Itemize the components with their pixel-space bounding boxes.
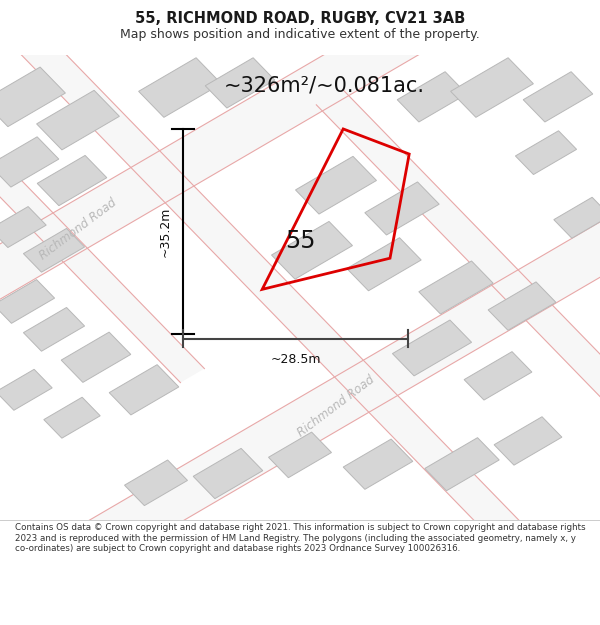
Polygon shape — [23, 228, 85, 272]
Polygon shape — [425, 438, 499, 491]
Text: Contains OS data © Crown copyright and database right 2021. This information is : Contains OS data © Crown copyright and d… — [15, 523, 586, 553]
Polygon shape — [488, 282, 556, 330]
Polygon shape — [0, 71, 205, 382]
Polygon shape — [205, 58, 275, 108]
Polygon shape — [296, 156, 376, 214]
Polygon shape — [0, 369, 52, 410]
Polygon shape — [554, 198, 600, 238]
Polygon shape — [0, 0, 532, 436]
Polygon shape — [365, 182, 439, 235]
Polygon shape — [347, 238, 421, 291]
Polygon shape — [139, 58, 221, 118]
Text: ~28.5m: ~28.5m — [270, 353, 321, 366]
Polygon shape — [451, 58, 533, 118]
Polygon shape — [316, 89, 600, 439]
Polygon shape — [269, 432, 331, 478]
Polygon shape — [397, 72, 467, 122]
Polygon shape — [0, 148, 600, 625]
Polygon shape — [193, 448, 263, 499]
Polygon shape — [419, 261, 493, 314]
Text: ~35.2m: ~35.2m — [158, 206, 172, 257]
Polygon shape — [61, 332, 131, 382]
Text: ~326m²/~0.081ac.: ~326m²/~0.081ac. — [223, 76, 425, 96]
Polygon shape — [272, 221, 352, 279]
Polygon shape — [494, 417, 562, 465]
Polygon shape — [0, 137, 59, 187]
Polygon shape — [23, 308, 85, 351]
Text: Richmond Road: Richmond Road — [37, 196, 119, 262]
Polygon shape — [523, 72, 593, 122]
Polygon shape — [37, 90, 119, 150]
Polygon shape — [464, 352, 532, 400]
Polygon shape — [392, 320, 472, 376]
Polygon shape — [109, 364, 179, 415]
Polygon shape — [44, 398, 100, 438]
Polygon shape — [0, 279, 55, 323]
Text: 55: 55 — [285, 229, 315, 253]
Polygon shape — [0, 67, 65, 127]
Text: Richmond Road: Richmond Road — [295, 373, 377, 439]
Polygon shape — [125, 460, 187, 506]
Polygon shape — [343, 439, 413, 489]
Text: 55, RICHMOND ROAD, RUGBY, CV21 3AB: 55, RICHMOND ROAD, RUGBY, CV21 3AB — [135, 11, 465, 26]
Text: Map shows position and indicative extent of the property.: Map shows position and indicative extent… — [120, 28, 480, 41]
Polygon shape — [515, 131, 577, 174]
Polygon shape — [37, 156, 107, 206]
Polygon shape — [0, 0, 537, 556]
Polygon shape — [0, 207, 46, 248]
